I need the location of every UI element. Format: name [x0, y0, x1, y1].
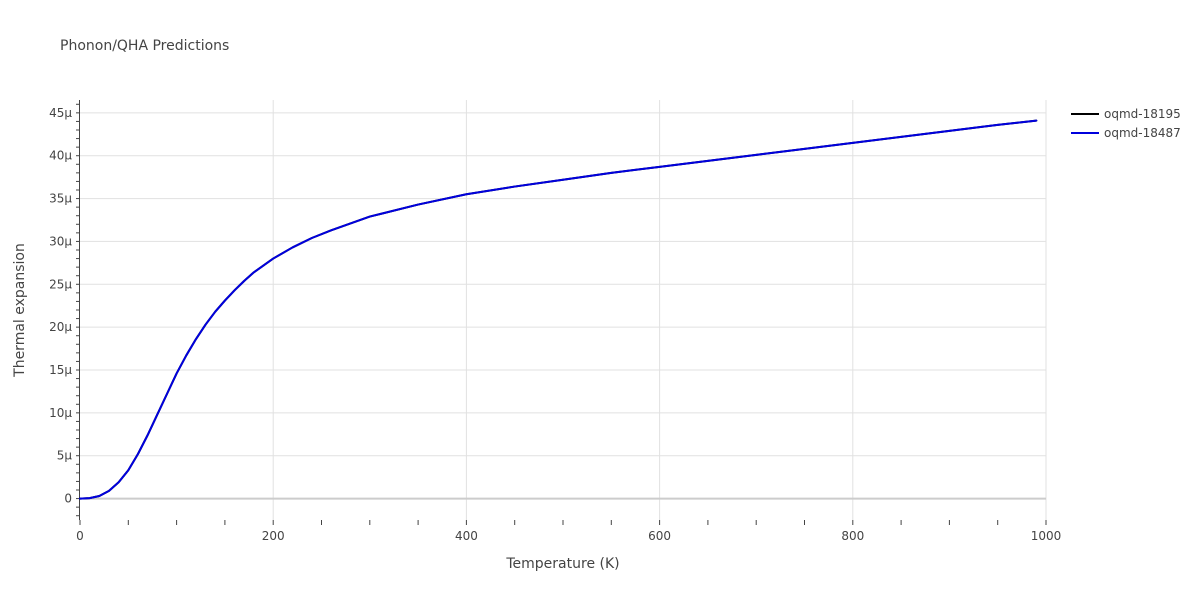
- grid-lines: [80, 100, 1047, 520]
- chart-title: Phonon/QHA Predictions: [60, 38, 229, 54]
- y-tick-label: 20μ: [49, 320, 72, 334]
- y-tick-labels: 0 5μ 10μ 15μ 20μ 25μ 30μ 35μ 40μ 45μ: [49, 106, 72, 506]
- y-tick-label: 45μ: [49, 106, 72, 120]
- x-tick-label: 200: [262, 529, 285, 543]
- y-tick-label: 0: [64, 492, 72, 506]
- y-tick-label: 10μ: [49, 406, 72, 420]
- y-tick-label: 15μ: [49, 363, 72, 377]
- legend-label-oqmd-18195: oqmd-18195: [1104, 107, 1181, 121]
- x-tick-label: 600: [648, 529, 671, 543]
- legend-item-oqmd-18487[interactable]: oqmd-18487: [1071, 126, 1181, 140]
- x-tick-label: 800: [841, 529, 864, 543]
- y-tick-label: 30μ: [49, 234, 72, 248]
- legend-item-oqmd-18195[interactable]: oqmd-18195: [1071, 107, 1181, 121]
- y-tick-label: 25μ: [49, 277, 72, 291]
- legend-label-oqmd-18487: oqmd-18487: [1104, 126, 1181, 140]
- legend: oqmd-18195 oqmd-18487: [1071, 107, 1181, 140]
- y-tick-label: 40μ: [49, 149, 72, 163]
- series-line-oqmd-18487: [79, 119, 1038, 500]
- x-tick-label: 0: [76, 529, 84, 543]
- axes: [79, 100, 1046, 520]
- y-axis-title: Thermal expansion: [12, 243, 28, 378]
- series-lines: [79, 119, 1038, 500]
- y-tick-label: 5μ: [57, 449, 73, 463]
- y-tick-label: 35μ: [49, 192, 72, 206]
- x-tick-label: 400: [455, 529, 478, 543]
- x-tick-labels: 0 200 400 600 800 1000: [76, 529, 1061, 543]
- x-axis-title: Temperature (K): [505, 556, 619, 572]
- x-tick-label: 1000: [1031, 529, 1062, 543]
